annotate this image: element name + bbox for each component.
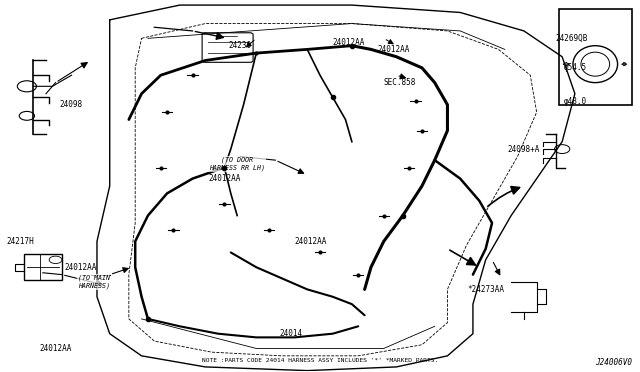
Text: 24217H: 24217H (6, 237, 35, 246)
Text: 24098: 24098 (60, 100, 83, 109)
Text: NOTE :PARTS CODE 24014 HARNESS ASSY INCLUDES '*' *MARKED PARTS.: NOTE :PARTS CODE 24014 HARNESS ASSY INCL… (202, 358, 438, 363)
Text: 24012AA: 24012AA (333, 38, 365, 46)
Text: 24098+A: 24098+A (508, 145, 540, 154)
Text: 24012AA: 24012AA (377, 45, 410, 54)
Text: 24012AA: 24012AA (65, 263, 97, 272)
FancyBboxPatch shape (24, 254, 62, 280)
Text: J24006V0: J24006V0 (595, 358, 632, 367)
Text: SEC.858: SEC.858 (383, 78, 416, 87)
Text: (TO MAIN
HARNESS): (TO MAIN HARNESS) (78, 275, 110, 289)
FancyBboxPatch shape (559, 9, 632, 105)
Text: 24269QB: 24269QB (556, 34, 588, 43)
FancyBboxPatch shape (202, 33, 253, 62)
Text: 24014: 24014 (280, 329, 303, 338)
Text: 24012AA: 24012AA (40, 344, 72, 353)
Text: 24012AA: 24012AA (294, 237, 326, 246)
Text: 24012AA: 24012AA (208, 174, 241, 183)
Text: *24273AA: *24273AA (467, 285, 504, 294)
Text: (TO DOOR
HARNESS RR LH): (TO DOOR HARNESS RR LH) (209, 157, 265, 171)
Text: 24230: 24230 (228, 41, 252, 50)
Text: φ48.0: φ48.0 (563, 97, 586, 106)
Text: φ54.5: φ54.5 (563, 63, 586, 72)
